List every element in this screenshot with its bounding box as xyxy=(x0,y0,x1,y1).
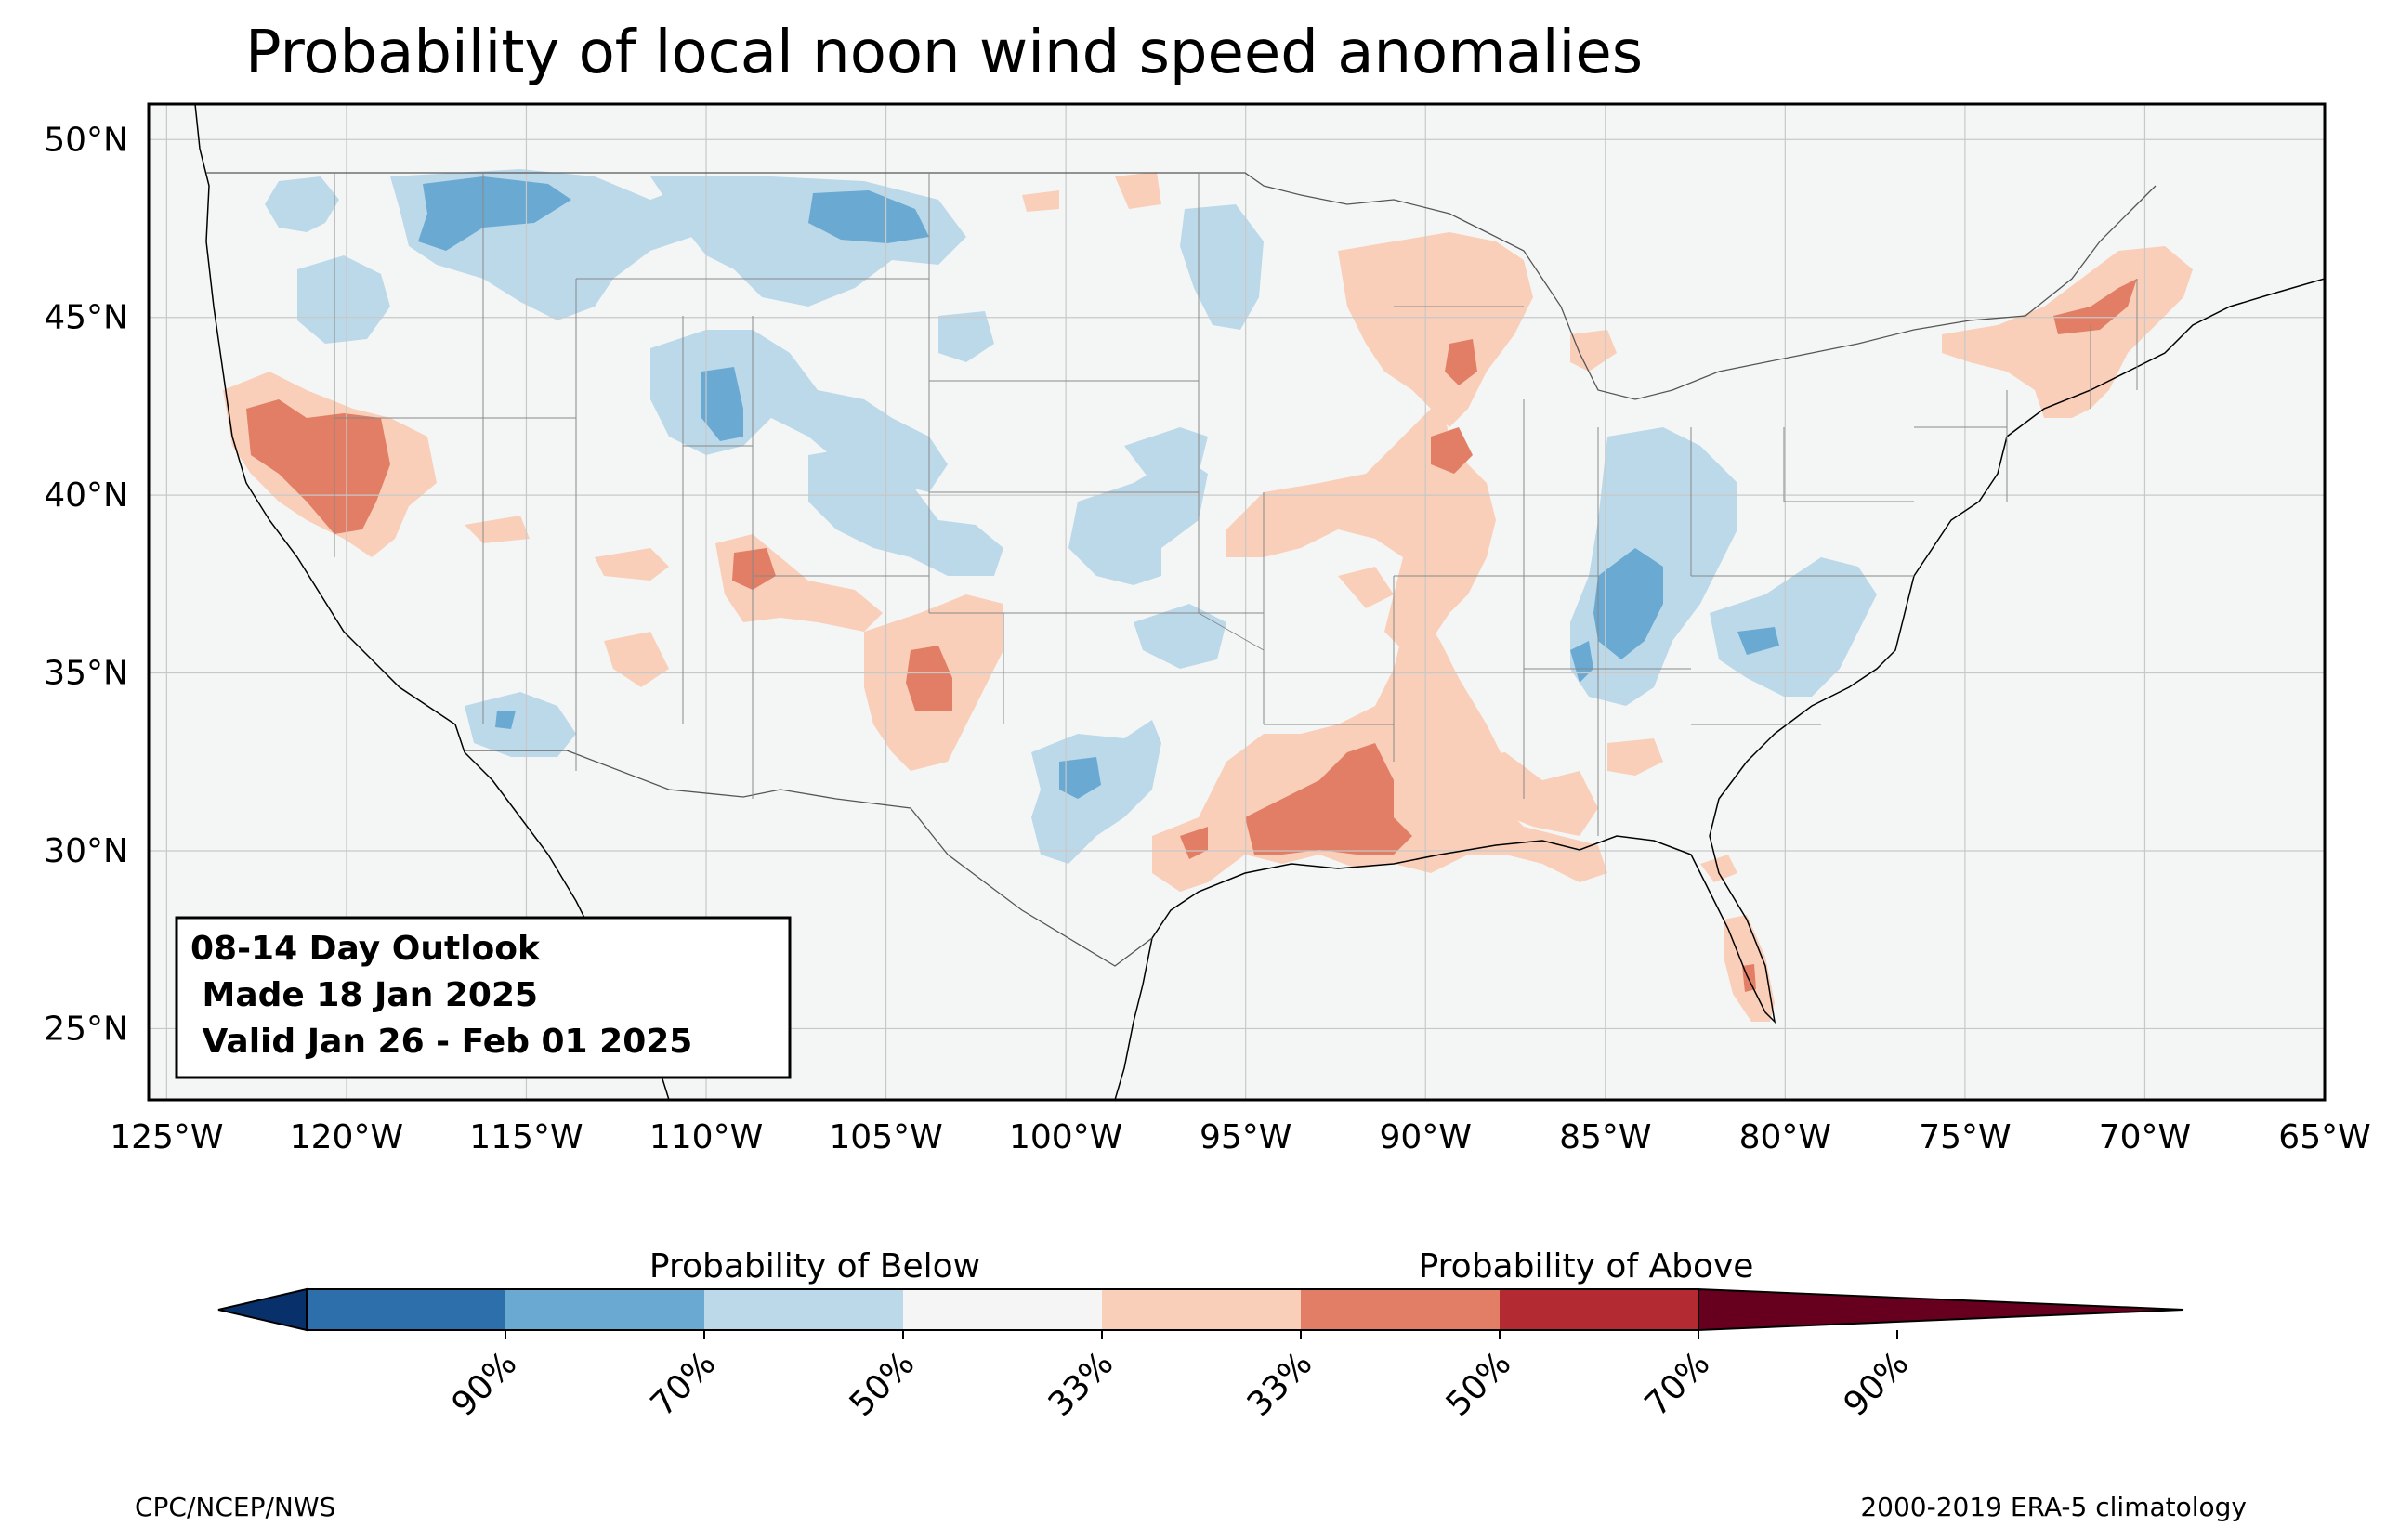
anomaly-below-montana-dark xyxy=(418,176,571,251)
lat-tick-label: 50°N xyxy=(44,121,128,159)
anomaly-below-arizona xyxy=(465,692,576,757)
footer-source: CPC/NCEP/NWS xyxy=(135,1492,335,1522)
footer-climatology: 2000-2019 ERA-5 climatology xyxy=(1860,1492,2247,1522)
colorbar: Probability of Below Probability of Abov… xyxy=(217,1247,2184,1424)
colorbar-ticks: 90% 70% 50% 33% 33% 50% 70% 90% xyxy=(445,1330,1917,1424)
lon-tick-label: 115°W xyxy=(469,1118,583,1156)
colorbar-tick-label: 33% xyxy=(1240,1344,1320,1424)
anomaly-above-midwest xyxy=(1226,399,1496,650)
colorbar-tick-label: 33% xyxy=(1042,1344,1121,1424)
coastline-gulf-east xyxy=(1151,278,2325,1024)
anomaly-above-s-colorado-dark xyxy=(732,548,776,590)
colorbar-extend-below xyxy=(217,1287,308,1332)
anomaly-below-central-texas-dark xyxy=(1059,757,1101,799)
lon-tick-label: 70°W xyxy=(2099,1118,2191,1156)
lon-tick-label: 110°W xyxy=(649,1118,763,1156)
anomaly-below-minnesota xyxy=(1180,204,1264,330)
lon-tick-label: 85°W xyxy=(1559,1118,1651,1156)
colorbar-tick-label: 90% xyxy=(1837,1344,1917,1424)
anomaly-below-nd-dark xyxy=(808,190,929,243)
anomaly-above-florida xyxy=(1700,855,1775,1022)
colorbar-bin xyxy=(505,1289,704,1330)
anomaly-below-carolinas xyxy=(1710,557,1877,697)
colorbar-bins xyxy=(217,1287,2184,1332)
colorbar-tick-label: 90% xyxy=(445,1344,525,1424)
longitude-axis: 125°W 120°W 115°W 110°W 105°W 100°W 95°W 90°W 85… xyxy=(110,1118,2371,1156)
national-borders xyxy=(206,172,2157,967)
info-line-made: Made 18 Jan 2025 xyxy=(190,976,538,1014)
info-line-valid: Valid Jan 26 - Feb 01 2025 xyxy=(190,1023,692,1061)
coastline-west xyxy=(194,104,670,1100)
lon-tick-label: 75°W xyxy=(1919,1118,2011,1156)
colorbar-bin xyxy=(307,1289,505,1330)
colorbar-tick-label: 50% xyxy=(843,1344,923,1424)
colorbar-bin xyxy=(1500,1289,1698,1330)
colorbar-outline xyxy=(306,1288,1699,1331)
anomaly-above-california-dark xyxy=(246,399,390,534)
outlook-info-box: 08-14 Day Outlook Made 18 Jan 2025 Valid… xyxy=(175,916,792,1079)
lat-tick-label: 30°N xyxy=(44,832,128,870)
border-us-mexico xyxy=(465,750,1153,967)
info-line-outlook: 08-14 Day Outlook xyxy=(190,930,541,968)
lon-tick-label: 105°W xyxy=(829,1118,942,1156)
state-borders xyxy=(334,173,2138,836)
lat-tick-label: 25°N xyxy=(44,1010,128,1048)
map-frame xyxy=(147,102,2327,1102)
map-content xyxy=(149,104,2325,1100)
colorbar-below-label: Probability of Below xyxy=(649,1247,980,1286)
info-box-frame xyxy=(175,916,792,1079)
colorbar-tick-label: 70% xyxy=(644,1344,724,1424)
map-title: Probability of local noon wind speed ano… xyxy=(245,19,1643,87)
anomaly-above-georgia xyxy=(1449,738,1663,836)
lon-tick-label: 120°W xyxy=(290,1118,403,1156)
anomaly-above-wisconsin xyxy=(1338,232,1533,427)
anomaly-below-wyoming-dark xyxy=(701,367,743,441)
anomaly-above-new-england-dark xyxy=(2053,279,2137,334)
colorbar-tick-label: 70% xyxy=(1638,1344,1718,1424)
border-us-canada xyxy=(206,172,2157,400)
anomaly-above-louisiana-dark xyxy=(1180,743,1412,859)
colorbar-bin xyxy=(1102,1289,1301,1330)
above-anomalies xyxy=(223,172,2193,1022)
coastlines xyxy=(194,104,2325,1100)
coastline-mexico-texas xyxy=(1114,937,1153,1100)
anomaly-below-az-dark xyxy=(495,711,516,729)
lon-tick-label: 95°W xyxy=(1200,1118,1291,1156)
colorbar-tick-label: 50% xyxy=(1439,1344,1519,1424)
anomaly-above-new-mexico-dark xyxy=(906,646,952,711)
lon-tick-label: 80°W xyxy=(1739,1118,1831,1156)
lon-tick-label: 125°W xyxy=(110,1118,223,1156)
colorbar-bin xyxy=(1301,1289,1500,1330)
colorbar-above-label: Probability of Above xyxy=(1419,1247,1754,1286)
anomaly-below-nebraska xyxy=(1124,427,1208,483)
latitude-axis: 50°N 45°N 40°N 35°N 30°N 25°N xyxy=(44,121,128,1048)
lat-tick-label: 40°N xyxy=(44,476,128,515)
below-anomalies xyxy=(265,169,1877,864)
colorbar-extend-above xyxy=(1698,1287,2184,1332)
anomaly-below-kansas xyxy=(1068,455,1226,669)
anomaly-below-colorado xyxy=(808,311,1003,576)
lon-tick-label: 90°W xyxy=(1380,1118,1472,1156)
lon-tick-label: 100°W xyxy=(1009,1118,1122,1156)
anomaly-below-tennessee-dark xyxy=(1570,548,1663,683)
anomaly-above-wisconsin-dark xyxy=(1431,339,1477,474)
colorbar-bin xyxy=(704,1289,903,1330)
colorbar-bin xyxy=(903,1289,1102,1330)
lat-tick-label: 35°N xyxy=(44,655,128,693)
anomaly-below-nc-dark xyxy=(1737,627,1779,655)
anomaly-below-central-texas xyxy=(1031,720,1161,864)
lon-tick-label: 65°W xyxy=(2278,1118,2370,1156)
lat-tick-label: 45°N xyxy=(44,299,128,337)
state-border-lines xyxy=(334,173,2138,836)
anomaly-below-pacific-nw xyxy=(265,176,390,344)
